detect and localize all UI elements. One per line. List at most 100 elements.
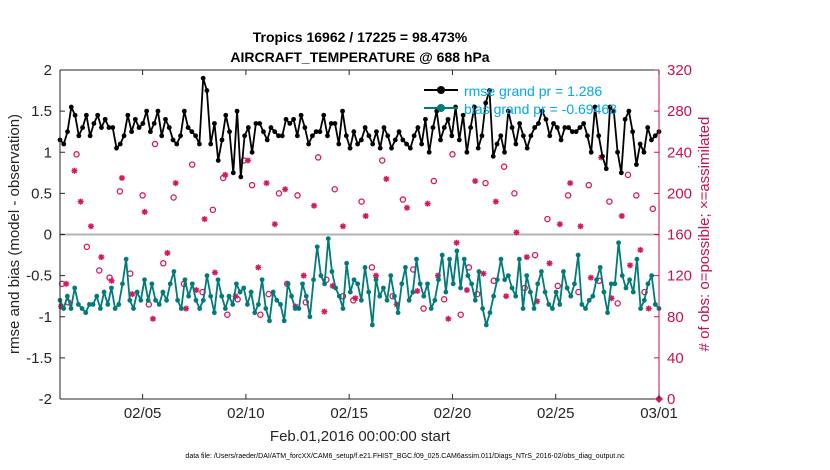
rmse-point (649, 137, 654, 143)
rmse-point (358, 137, 364, 143)
y-left-tick-label: 2 (44, 62, 52, 79)
bias-point (83, 310, 89, 316)
bias-point (564, 285, 570, 291)
rmse-point (509, 125, 515, 130)
y-axis-right-label: # of obs: o=possible; ×=assimilated (696, 117, 713, 352)
bias-point (145, 297, 151, 303)
bias-point (355, 281, 361, 287)
bias-point (561, 269, 566, 274)
obs-assimilated-point (577, 223, 584, 230)
rmse-point (223, 112, 229, 118)
bias-point (425, 281, 430, 287)
obs-possible-point (606, 198, 613, 205)
bias-point (186, 293, 192, 299)
rmse-point (374, 129, 379, 135)
rmse-point (456, 137, 462, 143)
rmse-point (502, 149, 507, 155)
rmse-point (200, 75, 206, 81)
obs-assimilated-point (77, 198, 84, 205)
obs-assimilated-point (118, 174, 125, 181)
bias-point (362, 265, 368, 270)
rmse-point (178, 133, 183, 139)
rmse-point (569, 129, 575, 135)
bias-point (428, 306, 434, 311)
bias-point (627, 277, 633, 283)
obs-possible-point (275, 190, 283, 197)
bias-point (384, 297, 390, 303)
bias-point (278, 302, 283, 307)
obs-assimilated-point (352, 295, 359, 302)
bias-point (289, 293, 294, 299)
obs-assimilated-point (627, 262, 634, 269)
rmse-point (637, 141, 643, 147)
obs-possible-point (440, 296, 448, 303)
y-left-tick-label: -0.5 (26, 268, 52, 285)
bias-point (336, 293, 342, 299)
bias-point (469, 281, 474, 287)
rmse-point (99, 125, 104, 130)
obs-possible-point (511, 190, 518, 197)
bias-point (94, 293, 100, 299)
rmse-point (170, 137, 176, 143)
bias-point (149, 281, 155, 287)
rmse-point (513, 141, 519, 147)
bias-point (325, 236, 331, 242)
bias-point (649, 273, 655, 279)
rmse-point (596, 133, 602, 139)
bias-point (340, 306, 346, 311)
bias-point (594, 277, 599, 283)
rmse-point (524, 145, 530, 151)
bias-point (233, 281, 239, 287)
obs-possible-point (160, 260, 167, 267)
bias-series (57, 236, 662, 328)
bias-point (285, 281, 291, 287)
rmse-point (505, 108, 511, 114)
obs-possible-point (224, 311, 231, 318)
bias-point (72, 285, 78, 291)
series-lines (57, 75, 662, 328)
bias-point (586, 297, 592, 303)
bias-point (314, 244, 320, 250)
x-tick-label: 02/15 (330, 405, 368, 422)
rmse-point (407, 145, 413, 151)
bias-point (619, 273, 625, 279)
rmse-point (76, 133, 82, 139)
obs-possible-point (257, 311, 264, 318)
bias-point (641, 297, 647, 303)
obs-assimilated-point (201, 216, 208, 223)
bias-point (616, 240, 621, 246)
y-left-tick-label: -2 (39, 391, 52, 408)
bias-point (461, 256, 467, 262)
rmse-point (645, 125, 651, 130)
bias-point (645, 281, 651, 287)
obs-assimilated-point (271, 221, 278, 228)
obs-assimilated-point (98, 254, 105, 261)
bias-point (498, 256, 504, 262)
rmse-point (272, 129, 278, 135)
bias-point (296, 306, 302, 311)
bias-point (351, 277, 357, 283)
rmse-point (396, 129, 402, 135)
rmse-point (106, 125, 112, 130)
bias-point (164, 297, 169, 303)
obs-assimilated-point (164, 250, 171, 257)
rmse-point (148, 129, 153, 135)
bias-point (193, 297, 199, 303)
bias-point (142, 277, 147, 283)
bias-point (509, 285, 515, 291)
rmse-point (392, 137, 398, 143)
chart-title-line2: AIRCRAFT_TEMPERATURE @ 688 hPa (230, 49, 489, 65)
rmse-point (464, 149, 470, 155)
rmse-point (166, 125, 172, 130)
y-left-tick-label: -1 (39, 309, 52, 326)
rmse-point (91, 121, 97, 126)
obs-possible-point (649, 205, 657, 213)
obs-possible-point (302, 299, 310, 306)
obs-assimilated-point (503, 293, 510, 300)
rmse-point (554, 125, 560, 130)
bias-point (483, 322, 489, 328)
rmse-point (581, 121, 587, 126)
obs-assimilated-point (300, 272, 307, 279)
bias-point (241, 285, 247, 291)
bias-point (572, 281, 577, 287)
